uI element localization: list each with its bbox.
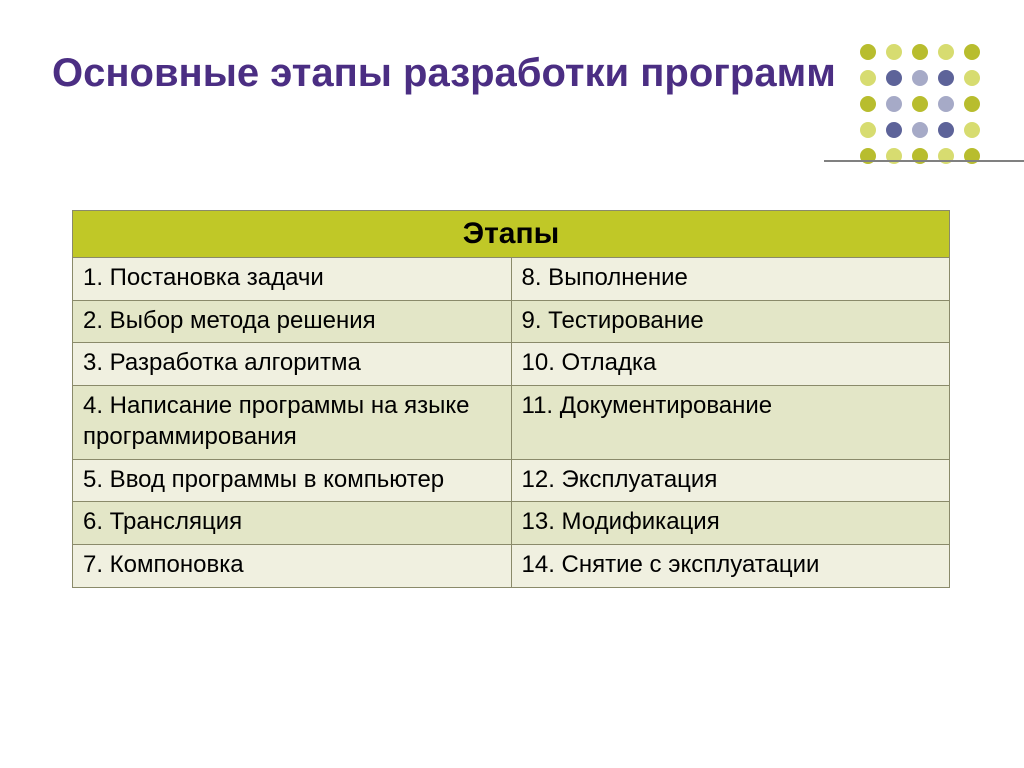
cell: 3. Разработка алгоритма xyxy=(73,343,512,386)
stages-table-container: Этапы 1. Постановка задачи 8. Выполнение… xyxy=(72,210,950,588)
cell: 12. Эксплуатация xyxy=(511,459,950,502)
decorative-dot-grid xyxy=(856,40,996,180)
horizontal-rule xyxy=(824,160,1024,162)
table-row: 3. Разработка алгоритма 10. Отладка xyxy=(73,343,950,386)
cell: 9. Тестирование xyxy=(511,300,950,343)
cell: 5. Ввод программы в компьютер xyxy=(73,459,512,502)
table-row: 5. Ввод программы в компьютер 12. Эксплу… xyxy=(73,459,950,502)
cell: 8. Выполнение xyxy=(511,258,950,301)
cell: 13. Модификация xyxy=(511,502,950,545)
table-row: 1. Постановка задачи 8. Выполнение xyxy=(73,258,950,301)
cell: 6. Трансляция xyxy=(73,502,512,545)
cell: 14. Снятие с эксплуатации xyxy=(511,545,950,588)
table-row: 4. Написание программы на языке программ… xyxy=(73,386,950,459)
cell: 2. Выбор метода решения xyxy=(73,300,512,343)
slide-title: Основные этапы разработки программ xyxy=(52,50,836,97)
table-header: Этапы xyxy=(73,211,950,258)
cell: 11. Документирование xyxy=(511,386,950,459)
cell: 10. Отладка xyxy=(511,343,950,386)
cell: 7. Компоновка xyxy=(73,545,512,588)
table-row: 7. Компоновка 14. Снятие с эксплуатации xyxy=(73,545,950,588)
stages-table: Этапы 1. Постановка задачи 8. Выполнение… xyxy=(72,210,950,588)
cell: 1. Постановка задачи xyxy=(73,258,512,301)
table-row: 2. Выбор метода решения 9. Тестирование xyxy=(73,300,950,343)
cell: 4. Написание программы на языке программ… xyxy=(73,386,512,459)
table-row: 6. Трансляция 13. Модификация xyxy=(73,502,950,545)
